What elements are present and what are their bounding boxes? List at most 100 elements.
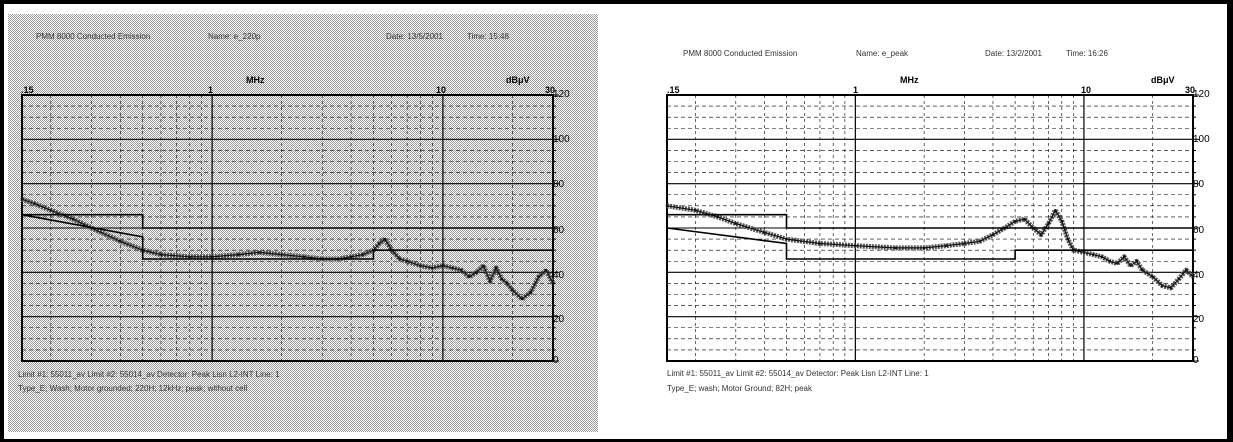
- emission-point: [49, 208, 53, 212]
- emission-point: [467, 275, 471, 279]
- x-tick-label: .15: [21, 85, 34, 95]
- emission-point: [520, 297, 524, 301]
- chart-panel-left: PMM 8000 Conducted Emission Name: e_220p…: [8, 14, 598, 432]
- emission-point: [544, 268, 548, 272]
- emission-point: [1140, 268, 1144, 272]
- chart-left-svg: [8, 14, 598, 432]
- emission-point: [1013, 220, 1017, 223]
- x-tick-label: 1: [853, 85, 859, 95]
- emission-point: [818, 242, 822, 245]
- emission-point: [159, 253, 163, 256]
- chart-panel-right: PMM 8000 Conducted Emission Name: e_peak…: [653, 14, 1219, 432]
- emission-point: [1135, 259, 1138, 263]
- chart-footer-line2: Type_E; Wash; Motor grounded; 220H; 12kH…: [18, 384, 248, 393]
- emission-point: [237, 253, 240, 256]
- emission-point: [441, 264, 445, 267]
- stipple-background: [8, 14, 598, 432]
- emission-point: [505, 282, 509, 285]
- emission-point: [1082, 251, 1086, 254]
- limit-line-2: [22, 213, 553, 229]
- chart-title: PMM 8000 Conducted Emission: [683, 49, 798, 58]
- emission-point: [377, 242, 381, 245]
- chart-date: Date: 13/5/2001: [386, 32, 443, 41]
- emission-point: [1039, 233, 1043, 236]
- emission-point: [978, 240, 982, 243]
- emission-point: [537, 275, 540, 279]
- emission-point: [188, 255, 192, 259]
- emission-point: [1160, 284, 1164, 287]
- emission-point: [1066, 237, 1070, 241]
- emission-point: [1092, 253, 1095, 256]
- emission-point: [482, 264, 485, 267]
- emission-point: [1047, 222, 1050, 225]
- emission-point: [894, 246, 897, 250]
- emission-point: [1100, 255, 1104, 259]
- emission-point: [1177, 277, 1181, 281]
- y-tick-label: 120: [1193, 89, 1210, 100]
- emission-point: [1116, 262, 1119, 265]
- emission-point: [1151, 275, 1155, 279]
- emission-point: [529, 290, 532, 294]
- y-unit-label: dBμV: [506, 75, 530, 85]
- emission-point: [922, 246, 926, 250]
- y-tick-label: 100: [1193, 134, 1210, 145]
- y-tick-label: 40: [1193, 270, 1205, 281]
- emission-point: [302, 255, 306, 259]
- x-tick-label: 10: [436, 85, 447, 95]
- chart-time: Time: 15:48: [467, 32, 509, 41]
- y-tick-label: 80: [553, 179, 565, 190]
- limit-line-1: [21, 213, 553, 260]
- emission-point: [854, 244, 857, 248]
- emission-point: [33, 202, 36, 205]
- emission-point: [734, 222, 738, 225]
- emission-point: [716, 215, 720, 219]
- emission-point: [475, 271, 478, 274]
- emission-point: [991, 233, 995, 236]
- emission-point: [551, 282, 555, 285]
- x-unit-label: MHz: [900, 75, 919, 85]
- emission-point: [945, 244, 948, 248]
- y-tick-label: 0: [1193, 355, 1199, 366]
- emission-point: [459, 268, 463, 272]
- chart-right-svg: [665, 94, 1199, 362]
- emission-point: [210, 255, 214, 259]
- y-tick-label: 100: [553, 134, 570, 145]
- x-tick-label: 30: [1185, 85, 1196, 95]
- y-tick-label: 20: [1193, 314, 1205, 325]
- chart-name: Name: e_220p: [208, 32, 261, 41]
- emission-point: [280, 253, 283, 256]
- emission-point: [419, 264, 422, 267]
- x-tick-label: 10: [1081, 85, 1092, 95]
- emission-point: [349, 255, 353, 259]
- emission-point: [1023, 217, 1026, 221]
- emission-point: [1129, 264, 1132, 267]
- emission-point: [963, 242, 966, 245]
- emission-point: [494, 266, 498, 270]
- chart-date: Date: 13/2/2001: [985, 49, 1042, 58]
- emission-point: [431, 266, 434, 270]
- emission-point: [361, 253, 365, 256]
- y-tick-label: 40: [553, 270, 565, 281]
- emission-point: [1054, 208, 1057, 212]
- emission-point: [1122, 255, 1126, 259]
- chart-footer-line2: Type_E; wash; Motor Ground; 82H; peak: [667, 384, 812, 393]
- emission-point: [383, 237, 387, 241]
- emission-point: [694, 208, 697, 212]
- emission-point: [257, 251, 261, 254]
- emission-point: [71, 217, 75, 221]
- emission-point: [1191, 275, 1195, 279]
- emission-point: [451, 266, 454, 270]
- emission-point: [1060, 220, 1064, 223]
- emission-point: [511, 288, 514, 292]
- chart-name: Name: e_peak: [856, 49, 909, 58]
- chart-title: PMM 8000 Conducted Emission: [36, 32, 151, 41]
- emission-point: [398, 257, 402, 261]
- emission-point: [20, 197, 24, 201]
- emission-point: [763, 231, 766, 234]
- emission-point: [500, 277, 504, 281]
- emission-point: [1108, 259, 1112, 263]
- x-unit-label: MHz: [246, 75, 265, 85]
- emission-point: [488, 279, 492, 283]
- figure-frame: PMM 8000 Conducted Emission Name: e_220p…: [4, 4, 1227, 439]
- emission-point: [785, 237, 788, 241]
